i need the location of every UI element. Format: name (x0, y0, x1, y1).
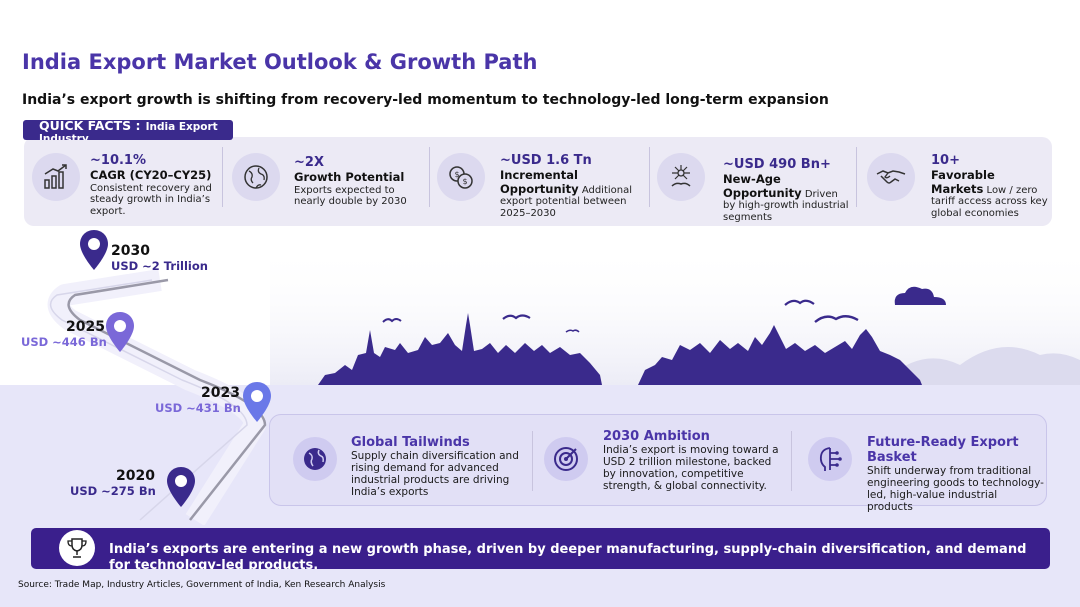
fact-heading: Incremental Opportunity (500, 168, 579, 196)
location-pin-icon (167, 467, 195, 507)
milestone-year: 2020 (116, 468, 155, 484)
svg-text:$: $ (454, 170, 459, 179)
quick-facts-panel: ~10.1% CAGR (CY20–CY25) Consistent recov… (24, 137, 1052, 226)
fact-text: Exports expected to nearly double by 203… (294, 184, 407, 208)
fact-value: ~USD 490 Bn+ (723, 157, 831, 172)
fact-value: ~10.1% (90, 153, 146, 168)
highlight-text: Shift underway from traditional engineer… (867, 465, 1044, 513)
handshake-icon (867, 153, 915, 201)
fact-text: Low / zero tariff access across key glob… (931, 184, 1048, 219)
conclusion-text: India’s exports are entering a new growt… (109, 542, 1027, 569)
trophy-icon (59, 530, 95, 566)
divider (649, 147, 650, 207)
divider (429, 147, 430, 207)
highlight-heading: Future-Ready Export Basket (867, 435, 1019, 465)
fact-new-age-opportunity: ~USD 490 Bn+ New-Age Opportunity Driven … (651, 137, 856, 226)
network-hand-icon (657, 153, 705, 201)
highlights-panel: Global Tailwinds Supply chain diversific… (269, 414, 1047, 513)
fact-text: Consistent recovery and steady growth in… (90, 182, 212, 217)
highlight-text: Supply chain diversification and rising … (351, 450, 519, 498)
fact-value: 10+ (931, 153, 960, 168)
quick-facts-tab: QUICK FACTS : India Export Industry (23, 120, 233, 140)
quick-facts-sublabel: India Export Industry (39, 121, 218, 140)
fact-value: ~USD 1.6 Tn (500, 153, 592, 168)
fact-incremental-opportunity: $ $ ~USD 1.6 Tn Incremental Opportunity A… (431, 137, 651, 226)
milestone-value: USD ~2 Trillion (111, 259, 208, 273)
chip-icon (808, 437, 852, 481)
globe-icon (232, 153, 280, 201)
fact-favorable-markets: 10+ Favorable Markets Low / zero tariff … (858, 137, 1052, 226)
milestone-value: USD ~446 Bn (21, 335, 107, 349)
milestone-year: 2030 (111, 243, 150, 259)
fact-cagr: ~10.1% CAGR (CY20–CY25) Consistent recov… (24, 137, 224, 226)
coins-icon: $ $ (437, 153, 485, 201)
milestone-year: 2023 (201, 385, 240, 401)
quick-facts-label: QUICK FACTS : (39, 120, 141, 133)
fact-heading: Favorable Markets (931, 168, 995, 196)
fact-heading: CAGR (CY20–CY25) (90, 168, 212, 182)
conclusion-banner: India’s exports are entering a new growt… (31, 528, 1050, 569)
fact-text: Additional export potential between 2025… (500, 184, 633, 219)
location-pin-icon (243, 382, 271, 422)
svg-text:$: $ (462, 177, 467, 186)
milestone-value: USD ~431 Bn (155, 401, 241, 415)
highlight-heading: 2030 Ambition (603, 429, 710, 444)
fact-heading: Growth Potential (294, 170, 405, 184)
globe-icon (293, 437, 337, 481)
fact-text: Driven by high-growth industrial segment… (723, 188, 849, 223)
source-note: Source: Trade Map, Industry Articles, Go… (18, 580, 386, 590)
fact-heading: New-Age Opportunity (723, 172, 802, 200)
location-pin-icon (80, 230, 108, 270)
fact-growth-potential: ~2X Growth Potential Exports expected to… (224, 137, 429, 226)
fact-value: ~2X (294, 155, 324, 170)
page-subtitle: India’s export growth is shifting from r… (22, 92, 829, 108)
highlight-heading: Global Tailwinds (351, 435, 470, 450)
location-pin-icon (106, 312, 134, 352)
milestone-value: USD ~275 Bn (70, 484, 156, 498)
page-title: India Export Market Outlook & Growth Pat… (22, 50, 538, 74)
divider (532, 431, 533, 491)
skyline-road-illustration (47, 245, 1080, 525)
highlight-text: India’s export is moving toward a USD 2 … (603, 444, 779, 492)
divider (222, 147, 223, 207)
target-icon (544, 437, 588, 481)
divider (856, 147, 857, 207)
milestone-year: 2025 (66, 319, 105, 335)
bar-chart-growth-icon (32, 153, 80, 201)
divider (791, 431, 792, 491)
